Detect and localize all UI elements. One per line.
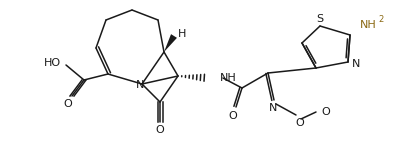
- Text: NH: NH: [360, 20, 377, 30]
- Text: NH: NH: [220, 73, 237, 83]
- Text: N: N: [269, 103, 277, 113]
- Text: O: O: [229, 111, 237, 121]
- Text: N: N: [136, 80, 144, 90]
- Polygon shape: [164, 34, 177, 52]
- Text: S: S: [316, 14, 324, 24]
- Text: O: O: [322, 107, 330, 117]
- Text: HO: HO: [44, 58, 61, 68]
- Text: 2: 2: [378, 14, 383, 24]
- Text: O: O: [295, 118, 304, 128]
- Text: H: H: [178, 29, 186, 39]
- Text: O: O: [63, 99, 72, 109]
- Text: N: N: [352, 59, 360, 69]
- Text: O: O: [155, 125, 164, 135]
